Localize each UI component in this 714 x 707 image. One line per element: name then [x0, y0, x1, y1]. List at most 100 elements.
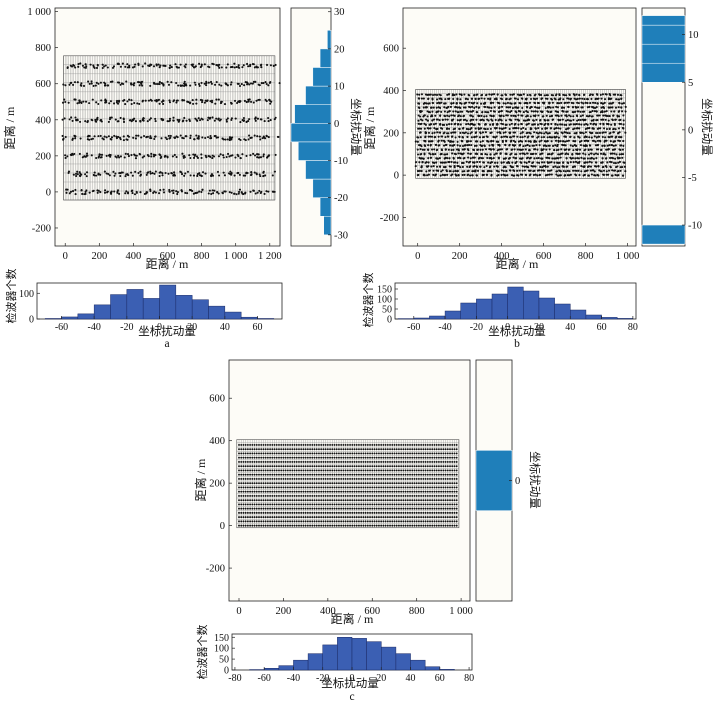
- receiver-point: [602, 173, 606, 177]
- receiver-point: [72, 64, 76, 67]
- receiver-point: [514, 106, 517, 109]
- receiver-point: [149, 117, 152, 120]
- receiver-point: [210, 173, 213, 176]
- receiver-point: [590, 156, 593, 160]
- panel-a: 0 200 400 600 800 1 000 1 200-2000200400600800…: [2, 7, 363, 350]
- receiver-point: [302, 494, 305, 497]
- receiver-point: [162, 64, 165, 67]
- receiver-point: [380, 490, 383, 493]
- receiver-point: [211, 174, 215, 177]
- receiver-point: [369, 465, 371, 468]
- receiver-point: [311, 503, 314, 506]
- receiver-point: [474, 152, 477, 155]
- receiver-point: [65, 191, 68, 194]
- receiver-point: [81, 64, 84, 67]
- receiver-point: [537, 157, 540, 160]
- receiver-point: [476, 148, 480, 151]
- receiver-point: [242, 507, 245, 510]
- y-tick-label: 0: [394, 171, 399, 182]
- receiver-point: [313, 494, 316, 497]
- receiver-point: [569, 161, 572, 164]
- receiver-point: [250, 100, 253, 103]
- receiver-point: [524, 173, 527, 176]
- receiver-point: [557, 115, 560, 118]
- receiver-point: [391, 490, 394, 493]
- receiver-point: [424, 490, 427, 493]
- receiver-point: [340, 524, 343, 527]
- receiver-point: [92, 64, 95, 67]
- receiver-point: [502, 170, 505, 173]
- receiver-point: [170, 81, 173, 84]
- receiver-point: [124, 103, 127, 106]
- receiver-point: [525, 97, 528, 100]
- receiver-point: [179, 84, 182, 87]
- receiver-point: [589, 122, 592, 125]
- receiver-point: [355, 503, 358, 506]
- receiver-point: [158, 192, 161, 195]
- receiver-point: [164, 154, 167, 157]
- receiver-point: [417, 102, 420, 105]
- receiver-point: [304, 473, 307, 476]
- y-tick-label: 400: [35, 115, 51, 126]
- receiver-point: [445, 170, 448, 173]
- receiver-point: [258, 189, 261, 192]
- receiver-point: [465, 140, 469, 143]
- receiver-point: [144, 99, 147, 102]
- bottom-hist-bar: [413, 317, 430, 320]
- receiver-point: [180, 190, 184, 193]
- receiver-point: [547, 123, 550, 126]
- side-hist-bar: [298, 141, 332, 161]
- receiver-point: [355, 520, 358, 523]
- receiver-point: [505, 114, 508, 117]
- receiver-point: [466, 165, 469, 168]
- receiver-point: [484, 122, 487, 126]
- receiver-point: [120, 82, 124, 85]
- receiver-point: [216, 170, 220, 173]
- receiver-point: [432, 169, 435, 172]
- receiver-point: [576, 157, 579, 160]
- receiver-point: [574, 160, 578, 163]
- receiver-point: [313, 499, 316, 502]
- receiver-point: [244, 494, 247, 497]
- receiver-point: [532, 144, 536, 147]
- side-hist-label: 坐标扰动量: [349, 98, 363, 156]
- receiver-point: [103, 170, 106, 173]
- receiver-point: [68, 192, 71, 195]
- receiver-point: [547, 110, 550, 113]
- receiver-point: [429, 494, 431, 497]
- receiver-point: [523, 161, 526, 164]
- receiver-point: [156, 82, 159, 86]
- receiver-point: [251, 482, 254, 485]
- receiver-point: [409, 486, 411, 489]
- receiver-point: [427, 157, 430, 160]
- receiver-point: [216, 191, 219, 194]
- receiver-point: [482, 161, 485, 164]
- receiver-point: [355, 486, 358, 489]
- receiver-point: [122, 120, 126, 123]
- receiver-point: [284, 507, 287, 510]
- receiver-point: [601, 161, 604, 164]
- receiver-point: [293, 482, 296, 485]
- receiver-point: [291, 503, 294, 506]
- receiver-point: [434, 122, 437, 125]
- receiver-point: [295, 503, 298, 506]
- receiver-point: [284, 477, 287, 480]
- receiver-point: [181, 136, 184, 139]
- receiver-point: [80, 189, 83, 192]
- side-tick-label: -10: [688, 221, 702, 232]
- receiver-point: [173, 153, 176, 157]
- receiver-point: [424, 524, 427, 527]
- receiver-point: [360, 486, 363, 489]
- receiver-point: [207, 192, 210, 195]
- receiver-point: [594, 123, 598, 126]
- receiver-point: [608, 115, 611, 118]
- receiver-point: [515, 165, 519, 168]
- receiver-point: [138, 152, 141, 155]
- receiver-point: [340, 482, 343, 485]
- receiver-point: [115, 137, 118, 140]
- receiver-point: [446, 520, 449, 523]
- receiver-point: [452, 118, 455, 121]
- receiver-point: [304, 477, 307, 480]
- receiver-point: [237, 192, 240, 195]
